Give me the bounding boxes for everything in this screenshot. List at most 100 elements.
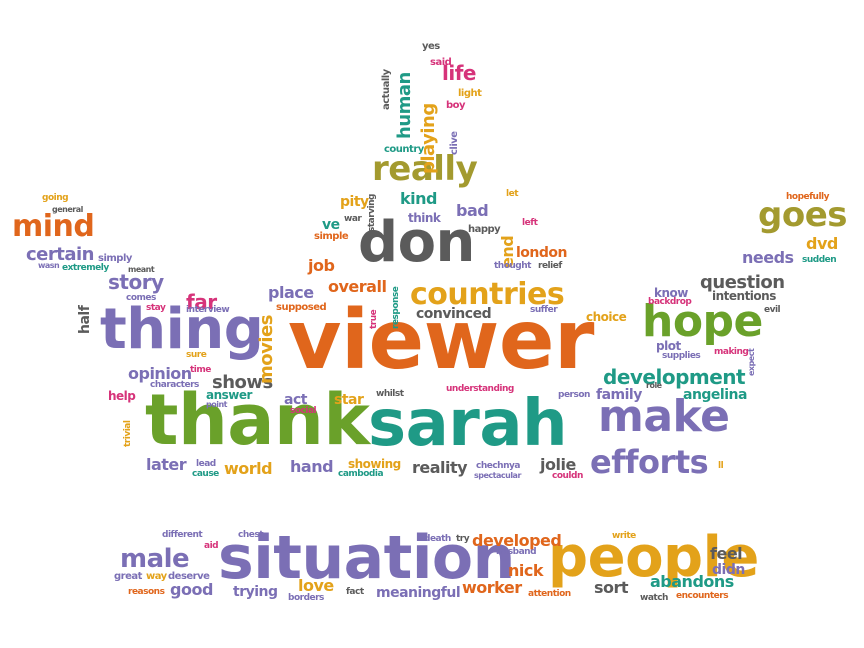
word-ll: ll	[718, 461, 724, 471]
word-didn: didn	[712, 562, 745, 578]
word-don: don	[358, 210, 475, 275]
word-movies: movies	[256, 315, 277, 384]
word-kind: kind	[400, 189, 437, 208]
word-place: place	[268, 283, 314, 302]
word-yes: yes	[422, 41, 440, 52]
word-shows: shows	[212, 372, 273, 393]
word-lead: lead	[196, 459, 216, 469]
word-husband: husband	[496, 547, 537, 557]
word-understanding: understanding	[446, 384, 514, 394]
word-job: job	[308, 256, 335, 275]
word-thing: thing	[100, 297, 264, 362]
word-bad: bad	[456, 201, 489, 220]
word-convinced: convinced	[416, 306, 492, 322]
word-answer: answer	[206, 388, 252, 402]
word-relief: relief	[538, 261, 562, 271]
word-let: let	[506, 189, 519, 199]
word-response: response	[391, 286, 401, 329]
word-going: going	[42, 193, 69, 203]
word-sort: sort	[594, 578, 629, 597]
word-try: try	[456, 534, 470, 544]
word-country: country	[384, 144, 424, 155]
word-true: true	[369, 309, 379, 329]
word-deserve: deserve	[168, 571, 210, 582]
word-comes: comes	[126, 293, 156, 303]
word-dvd: dvd	[806, 234, 838, 253]
word-family: family	[596, 387, 642, 403]
word-worker: worker	[462, 578, 522, 597]
word-death: death	[424, 534, 451, 544]
word-thank: thank	[145, 379, 370, 461]
word-showing: showing	[348, 457, 401, 471]
word-general: general	[52, 205, 83, 214]
word-great: great	[114, 571, 142, 582]
word-meaningful: meaningful	[376, 585, 461, 601]
word-simple: simple	[314, 231, 349, 242]
word-simply: simply	[98, 253, 132, 264]
word-spectacular: spectacular	[474, 471, 521, 480]
word-war: war	[344, 214, 362, 224]
word-sudden: sudden	[802, 255, 837, 265]
word-characters: characters	[150, 380, 199, 390]
word-borders: borders	[288, 593, 324, 603]
word-evil: evil	[764, 305, 781, 315]
word-certain: certain	[26, 244, 95, 265]
word-encounters: encounters	[676, 591, 729, 601]
word-london: london	[516, 245, 568, 261]
word-reasons: reasons	[128, 587, 165, 597]
word-situation: situation	[218, 523, 515, 593]
word-overall: overall	[328, 277, 387, 296]
word-whilst: whilst	[376, 389, 404, 399]
word-countries: countries	[410, 277, 565, 312]
word-goes: goes	[758, 195, 848, 235]
word-opinion: opinion	[128, 364, 192, 383]
word-sarah: sarah	[368, 387, 568, 461]
word-chechnya: chechnya	[476, 461, 520, 471]
word-sure: sure	[186, 350, 207, 360]
word-playing: playing	[418, 103, 439, 174]
word-really: really	[372, 149, 478, 189]
word-making: making	[714, 347, 749, 357]
word-supposed: supposed	[276, 302, 327, 313]
word-supplies: supplies	[662, 351, 701, 361]
word-extremely: extremely	[62, 263, 109, 273]
word-different: different	[162, 530, 203, 540]
word-boy: boy	[446, 100, 466, 111]
word-male: male	[120, 544, 190, 574]
word-jolie: jolie	[540, 455, 576, 474]
word-needs: needs	[742, 248, 794, 267]
word-star: star	[334, 392, 364, 408]
word-left: left	[522, 218, 538, 228]
word-chest: chest	[238, 530, 264, 540]
word-person: person	[558, 390, 590, 400]
word-clive: clive	[449, 131, 460, 155]
word-story: story	[108, 270, 164, 294]
word-said: said	[430, 57, 452, 68]
word-cause: cause	[192, 469, 219, 479]
word-time: time	[190, 365, 211, 375]
word-efforts: efforts	[590, 443, 709, 481]
word-stay: stay	[146, 303, 166, 313]
word-pity: pity	[340, 194, 369, 210]
word-mind: mind	[12, 209, 95, 244]
word-reality: reality	[412, 458, 468, 477]
word-make: make	[598, 391, 730, 442]
word-role: role	[646, 381, 662, 390]
word-hand: hand	[290, 457, 334, 476]
word-half: half	[77, 305, 93, 334]
word-social: social	[290, 406, 317, 416]
word-viewer: viewer	[288, 293, 594, 388]
word-interview: interview	[186, 305, 230, 315]
word-fact: fact	[346, 587, 364, 597]
word-backdrop: backdrop	[648, 297, 692, 307]
word-hope: hope	[642, 296, 763, 347]
word-couldn: couldn	[552, 471, 583, 481]
word-actually: actually	[381, 69, 392, 110]
word-act: act	[284, 392, 307, 408]
word-hopefully: hopefully	[786, 192, 830, 202]
word-abandons: abandons	[650, 572, 734, 591]
word-people: people	[548, 525, 759, 590]
word-happy: happy	[468, 224, 501, 235]
word-good: good	[170, 580, 213, 599]
